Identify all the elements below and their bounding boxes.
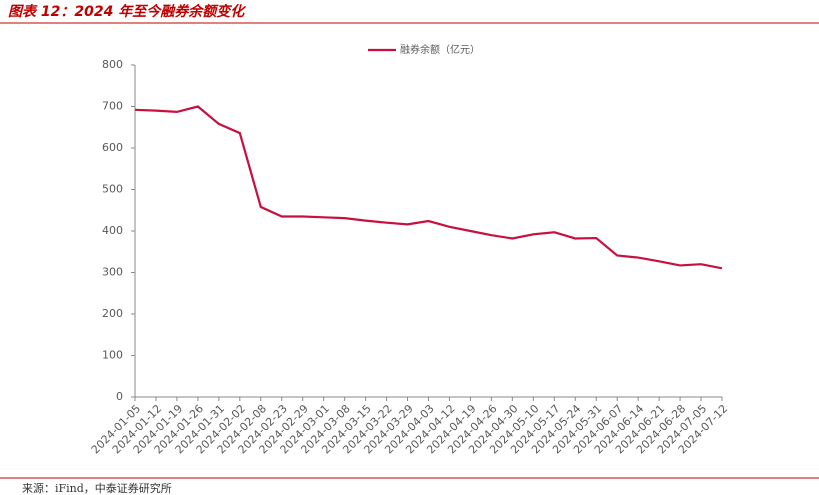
source: 来源：iFind，中泰证券研究所 xyxy=(22,481,172,495)
y-tick-label: 500 xyxy=(102,183,123,196)
y-tick-label: 400 xyxy=(102,224,123,237)
y-tick-label: 600 xyxy=(102,141,123,154)
y-tick-label: 300 xyxy=(102,266,123,279)
y-tick-label: 100 xyxy=(102,349,123,362)
y-tick-label: 700 xyxy=(102,100,123,113)
y-tick-label: 200 xyxy=(102,307,123,320)
chart-title: 图表 12：2024 年至今融券余额变化 xyxy=(8,3,246,20)
y-tick-label: 800 xyxy=(102,58,123,71)
line-series xyxy=(134,105,723,270)
y-tick-label: 0 xyxy=(116,390,123,403)
legend-label: 融券余额（亿元） xyxy=(400,43,480,56)
